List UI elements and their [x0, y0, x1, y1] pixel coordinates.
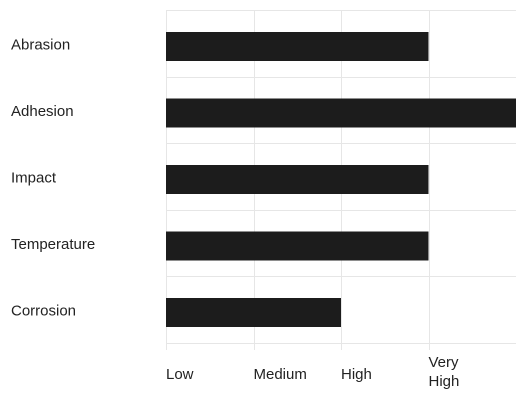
x-tick-label-2: High: [341, 366, 372, 383]
x-tick-label-0: Low: [166, 366, 194, 383]
bar-corrosion: [166, 298, 341, 327]
category-label-corrosion: Corrosion: [11, 302, 76, 319]
category-label-temperature: Temperature: [11, 236, 95, 253]
category-label-adhesion: Adhesion: [11, 103, 74, 120]
x-tick-labels: Low Medium High Very High: [166, 354, 459, 390]
bar-impact: [166, 165, 429, 194]
bars: [166, 32, 516, 327]
category-label-abrasion: Abrasion: [11, 36, 70, 53]
category-label-impact: Impact: [11, 169, 57, 186]
x-tick-label-1: Medium: [254, 366, 307, 383]
x-tick-label-3: Very High: [429, 354, 460, 390]
gridlines: [166, 10, 516, 350]
bar-adhesion: [166, 98, 516, 128]
bar-temperature: [166, 231, 429, 261]
category-labels: Abrasion Adhesion Impact Temperature Corrosi…: [11, 36, 95, 319]
bar-abrasion: [166, 32, 429, 61]
